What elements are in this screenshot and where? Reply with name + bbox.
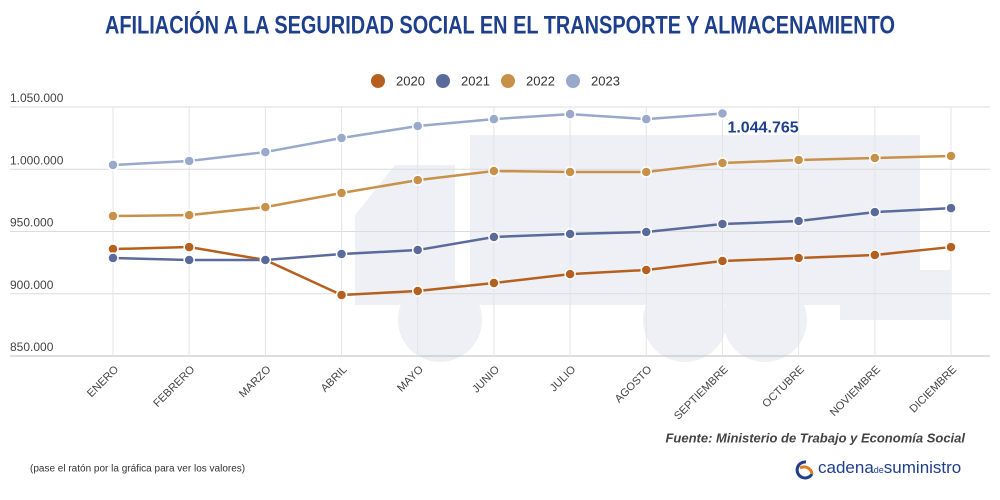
point — [488, 113, 500, 125]
x-tick-label: ENERO — [85, 363, 121, 399]
x-tick-label: SEPTIEMBRE — [672, 364, 731, 423]
x-tick-label: MAYO — [395, 363, 426, 394]
source: Fuente: Ministerio de Trabajo y Economía… — [665, 430, 965, 445]
point — [792, 154, 805, 166]
legend-swatch — [371, 74, 385, 88]
brand-logo: cadenadesuministro — [795, 458, 961, 480]
point — [411, 174, 424, 186]
point — [640, 264, 653, 276]
point — [869, 206, 881, 218]
point — [945, 241, 957, 253]
x-tick-label: JULIO — [548, 363, 579, 394]
x-tick-label: JUNIO — [470, 363, 502, 395]
logo-icon — [795, 460, 814, 480]
y-tick-label: 950.000 — [10, 216, 54, 230]
logo-icon — [799, 465, 814, 475]
point — [259, 201, 272, 213]
point — [945, 202, 957, 214]
point — [183, 155, 195, 167]
point — [335, 187, 348, 199]
point — [335, 132, 348, 144]
y-tick-label: 900.000 — [10, 278, 54, 292]
point — [183, 209, 195, 221]
legend-swatch — [566, 74, 580, 88]
point — [335, 289, 348, 301]
legend-label: 2023 — [591, 73, 620, 88]
point — [107, 252, 119, 264]
point — [716, 218, 729, 230]
brand-part: cadena — [818, 458, 874, 477]
point — [488, 165, 500, 177]
point — [716, 107, 729, 120]
point — [869, 249, 881, 261]
point — [792, 252, 805, 264]
point — [107, 210, 119, 222]
point — [564, 228, 576, 240]
point — [411, 120, 424, 132]
y-tick-label: 1.050.000 — [10, 91, 64, 105]
legend-label: 2021 — [461, 73, 490, 88]
point — [259, 254, 272, 266]
legend-swatch — [436, 74, 450, 88]
x-tick-label: OCTUBRE — [760, 364, 807, 411]
note: (pase el ratón por la gráfica para ver l… — [30, 464, 245, 475]
legend-swatch — [501, 74, 515, 88]
data-label: 1.044.765 — [727, 120, 798, 137]
x-tick-label: ABRIL — [319, 364, 350, 395]
point — [411, 244, 424, 256]
point — [640, 226, 653, 238]
point — [335, 248, 348, 260]
brand-text: cadenadesuministro — [818, 458, 961, 477]
point — [564, 268, 576, 280]
point — [183, 241, 195, 253]
chart-title: AFILIACIÓN A LA SEGURIDAD SOCIAL EN EL T… — [105, 10, 895, 40]
series-line — [112, 154, 952, 218]
point — [945, 150, 957, 162]
legend-label: 2022 — [526, 73, 555, 88]
point — [792, 215, 805, 227]
x-tick-label: NOVIEMBRE — [828, 364, 883, 419]
x-tick-label: AGOSTO — [613, 363, 655, 405]
x-tick-label: DICIEMBRE — [907, 364, 959, 416]
y-tick-label: 1.000.000 — [10, 153, 64, 167]
point — [716, 157, 729, 169]
y-tick-label: 850.000 — [10, 340, 54, 354]
brand-part: suministro — [884, 458, 961, 477]
point — [488, 277, 500, 289]
x-tick-label: MARZO — [237, 363, 274, 400]
point — [183, 254, 195, 266]
point — [564, 108, 576, 120]
point — [488, 231, 500, 243]
point — [716, 255, 729, 267]
point — [259, 146, 272, 158]
point — [107, 159, 119, 171]
point — [564, 166, 576, 178]
point — [411, 285, 424, 297]
series-line — [112, 245, 952, 297]
brand-part: de — [874, 465, 884, 475]
x-tick-label: FEBRERO — [151, 363, 197, 409]
legend-label: 2020 — [396, 73, 425, 88]
point — [869, 152, 881, 164]
point — [640, 166, 653, 178]
series-line — [112, 206, 952, 262]
point — [640, 113, 653, 125]
